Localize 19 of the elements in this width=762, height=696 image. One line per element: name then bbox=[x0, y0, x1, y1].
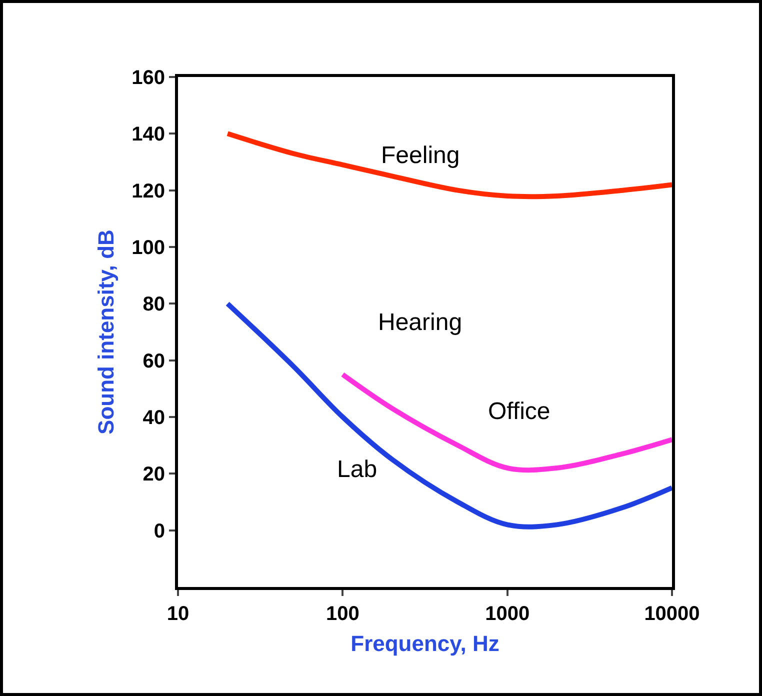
x-tick-label: 1000 bbox=[485, 603, 530, 625]
y-axis-title: Sound intensity, dB bbox=[93, 230, 118, 434]
series-label: Lab bbox=[337, 456, 378, 483]
y-tick-label: 40 bbox=[142, 407, 165, 429]
annotation: Hearing bbox=[378, 309, 462, 336]
x-tick-label: 10 bbox=[166, 603, 190, 625]
y-tick-label: 0 bbox=[154, 520, 165, 542]
x-tick-label: 100 bbox=[326, 603, 360, 625]
y-tick-label: 80 bbox=[142, 294, 165, 316]
series-label: Office bbox=[488, 398, 550, 425]
x-tick-label: 10000 bbox=[644, 603, 700, 625]
series-label: Feeling bbox=[381, 142, 460, 169]
y-tick-label: 60 bbox=[142, 350, 165, 372]
y-tick-label: 120 bbox=[132, 180, 165, 202]
x-axis-title: Frequency, Hz bbox=[350, 630, 500, 656]
y-tick-label: 160 bbox=[132, 67, 165, 89]
y-tick-label: 140 bbox=[132, 124, 165, 146]
y-tick-label: 100 bbox=[132, 237, 165, 259]
y-tick-label: 20 bbox=[142, 464, 165, 486]
